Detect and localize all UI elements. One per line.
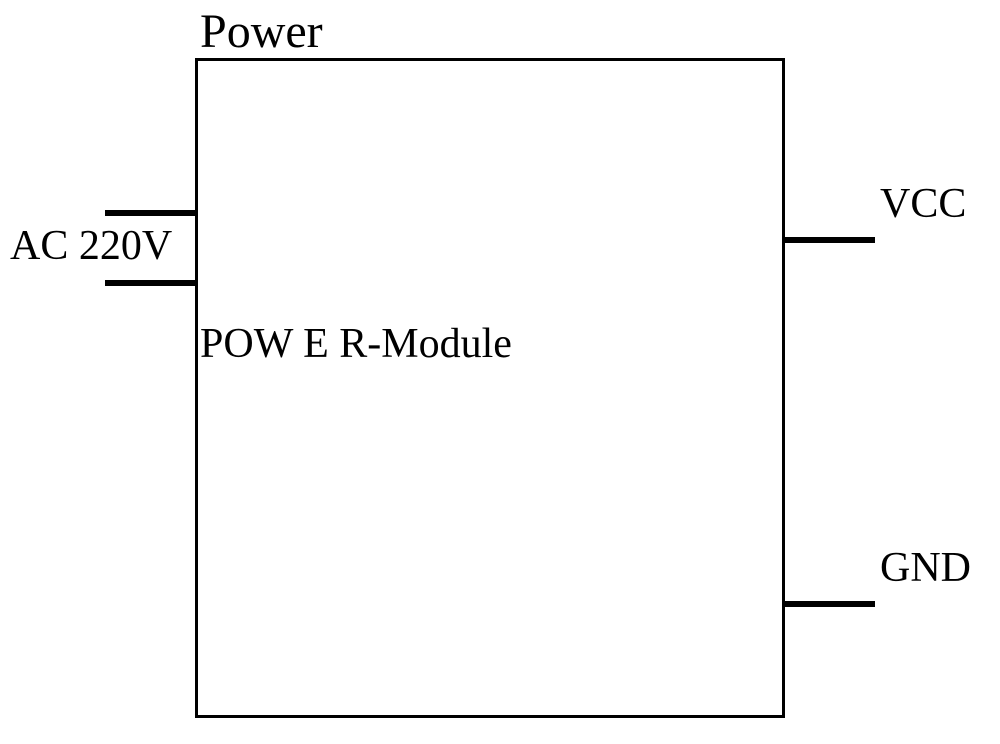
module-inner-label: POW E R-Module xyxy=(200,320,512,368)
input-wire-top xyxy=(105,210,195,216)
input-wire-bottom xyxy=(105,280,195,286)
output-gnd-wire xyxy=(785,601,875,607)
output-vcc-label: VCC xyxy=(880,180,966,228)
module-title: Power xyxy=(200,4,323,59)
power-module-box xyxy=(195,58,785,718)
output-vcc-wire xyxy=(785,237,875,243)
power-module-diagram: Power POW E R-Module AC 220V VCC GND xyxy=(0,0,1000,744)
output-gnd-label: GND xyxy=(880,544,971,592)
input-label: AC 220V xyxy=(10,222,172,270)
